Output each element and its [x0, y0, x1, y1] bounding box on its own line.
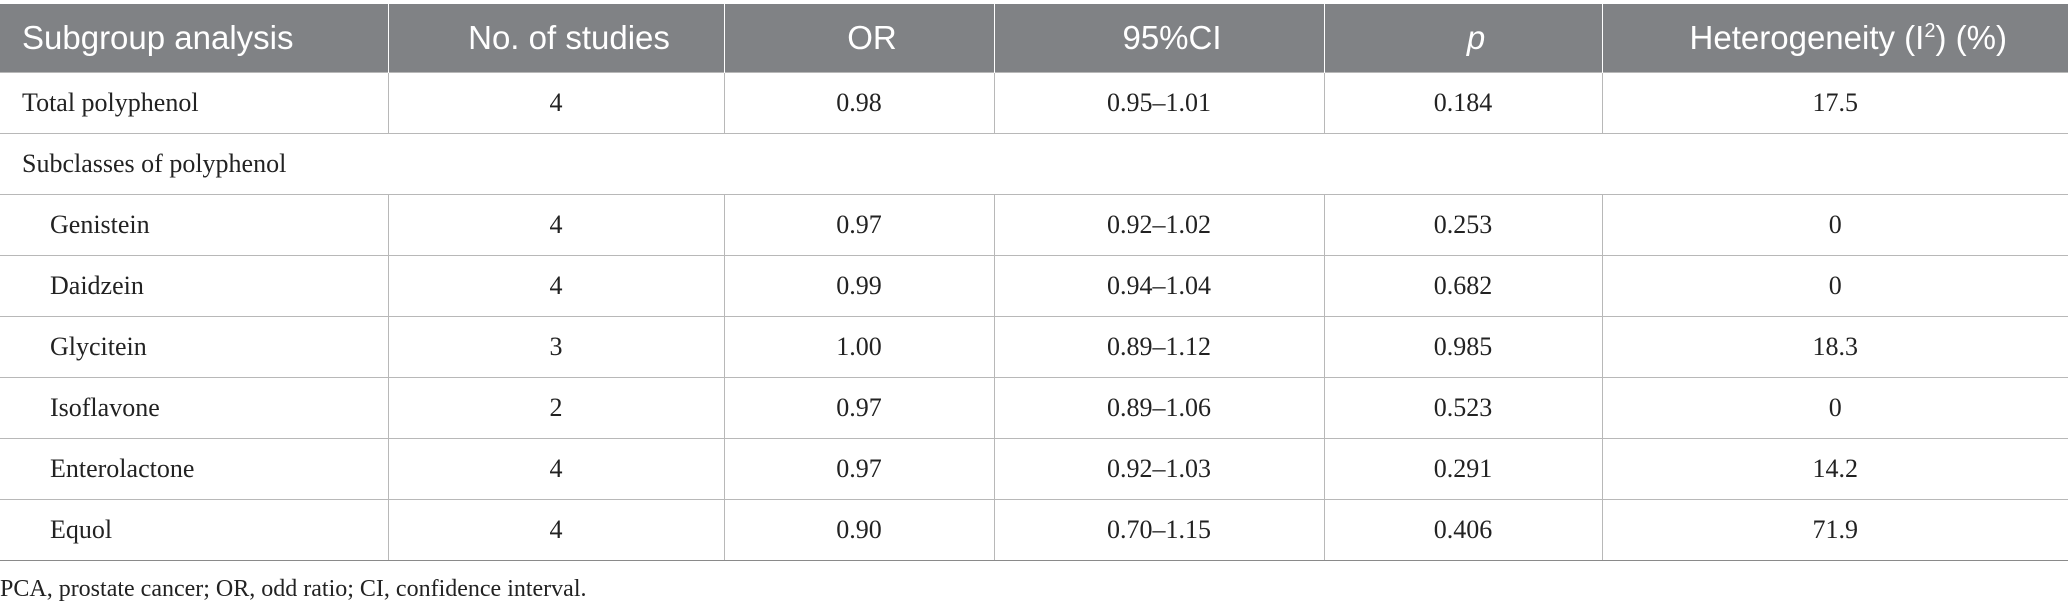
cell-heterogeneity: 18.3	[1601, 315, 2068, 378]
cell-or: 1.00	[723, 315, 995, 378]
table-row: Daidzein 4 0.99 0.94–1.04 0.682 0	[0, 254, 2068, 317]
cell-ci: 0.89–1.06	[993, 376, 1325, 439]
cell-p: 0.682	[1323, 254, 1603, 317]
cell-p: 0.184	[1323, 71, 1603, 134]
cell-studies: 4	[387, 498, 725, 561]
header-heterogeneity: Heterogeneity (I2) (%)	[1601, 4, 2068, 72]
cell-ci: 0.89–1.12	[993, 315, 1325, 378]
cell-or: 0.97	[723, 193, 995, 256]
header-p-text: p	[1466, 18, 1486, 56]
cell-label: Enterolactone	[0, 437, 389, 500]
cell-heterogeneity: 0	[1601, 254, 2068, 317]
cell-p: 0.406	[1323, 498, 1603, 561]
cell-studies: 2	[387, 376, 725, 439]
table-row: Isoflavone 2 0.97 0.89–1.06 0.523 0	[0, 376, 2068, 439]
cell-or: 0.98	[723, 71, 995, 134]
table-header-row: Subgroup analysis No. of studies OR 95%C…	[0, 4, 2068, 72]
cell-p: 0.253	[1323, 193, 1603, 256]
cell-label: Daidzein	[0, 254, 389, 317]
header-subgroup: Subgroup analysis	[0, 4, 388, 72]
cell-heterogeneity: 0	[1601, 376, 2068, 439]
cell-heterogeneity: 0	[1601, 193, 2068, 256]
cell-label: Total polyphenol	[0, 71, 389, 134]
header-p: p	[1323, 4, 1602, 72]
table-row: Enterolactone 4 0.97 0.92–1.03 0.291 14.…	[0, 437, 2068, 500]
cell-ci: 0.70–1.15	[993, 498, 1325, 561]
cell-heterogeneity: 14.2	[1601, 437, 2068, 500]
cell-label: Genistein	[0, 193, 389, 256]
cell-ci: 0.94–1.04	[993, 254, 1325, 317]
table-row-total: Total polyphenol 4 0.98 0.95–1.01 0.184 …	[0, 71, 2068, 134]
table-row: Genistein 4 0.97 0.92–1.02 0.253 0	[0, 193, 2068, 256]
cell-studies: 4	[387, 193, 725, 256]
cell-p: 0.985	[1323, 315, 1603, 378]
table-row: Equol 4 0.90 0.70–1.15 0.406 71.9	[0, 498, 2068, 561]
cell-studies: 4	[387, 254, 725, 317]
cell-or: 0.97	[723, 437, 995, 500]
header-heterogeneity-post: ) (%)	[1935, 18, 2007, 56]
table-footnote: PCA, prostate cancer; OR, odd ratio; CI,…	[0, 576, 587, 602]
cell-ci: 0.95–1.01	[993, 71, 1325, 134]
cell-ci: 0.92–1.02	[993, 193, 1325, 256]
cell-label: Glycitein	[0, 315, 389, 378]
section-label: Subclasses of polyphenol	[0, 132, 2068, 195]
table-row-section: Subclasses of polyphenol	[0, 132, 2068, 195]
cell-ci: 0.92–1.03	[993, 437, 1325, 500]
cell-label: Equol	[0, 498, 389, 561]
header-or: OR	[723, 4, 994, 72]
cell-or: 0.97	[723, 376, 995, 439]
table-body: Total polyphenol 4 0.98 0.95–1.01 0.184 …	[0, 71, 2068, 561]
cell-label: Isoflavone	[0, 376, 389, 439]
cell-p: 0.291	[1323, 437, 1603, 500]
cell-or: 0.99	[723, 254, 995, 317]
cell-heterogeneity: 17.5	[1601, 71, 2068, 134]
cell-studies: 3	[387, 315, 725, 378]
cell-heterogeneity: 71.9	[1601, 498, 2068, 561]
cell-studies: 4	[387, 71, 725, 134]
header-heterogeneity-sup: 2	[1924, 19, 1936, 42]
cell-or: 0.90	[723, 498, 995, 561]
subgroup-analysis-table: Subgroup analysis No. of studies OR 95%C…	[0, 4, 2068, 561]
table-row: Glycitein 3 1.00 0.89–1.12 0.985 18.3	[0, 315, 2068, 378]
cell-p: 0.523	[1323, 376, 1603, 439]
cell-studies: 4	[387, 437, 725, 500]
header-studies: No. of studies	[387, 4, 724, 72]
header-ci: 95%CI	[993, 4, 1324, 72]
header-heterogeneity-pre: Heterogeneity (I	[1689, 18, 1925, 56]
